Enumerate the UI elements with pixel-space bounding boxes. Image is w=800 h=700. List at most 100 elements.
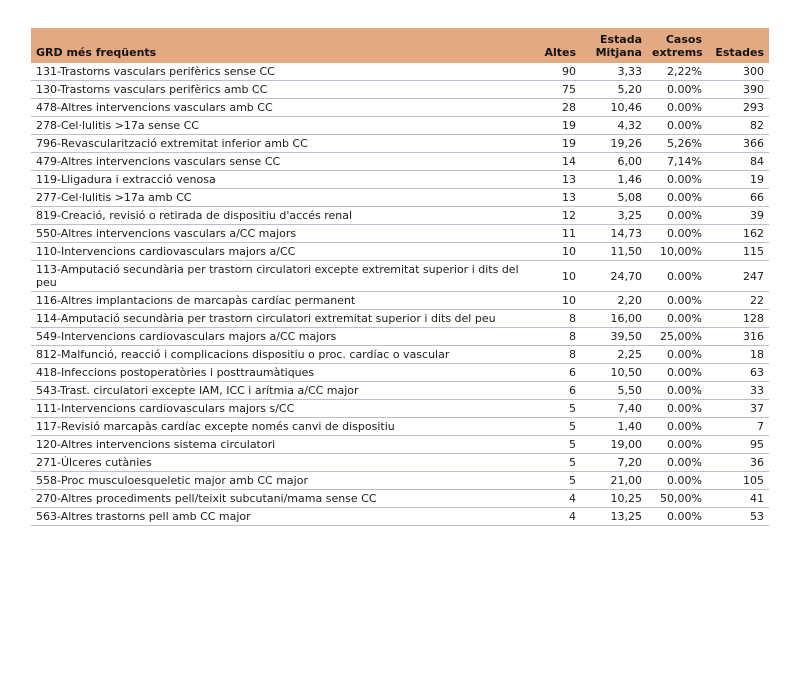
cell-casos-extrems: 0.00% (647, 224, 707, 243)
cell-altes: 19 (535, 134, 581, 153)
cell-estades: 66 (707, 188, 769, 207)
table-row: 110-Intervencions cardiovasculars majors… (31, 242, 769, 261)
grd-frequents-table: GRD més freqüents Altes Estada Mitjana C… (31, 28, 769, 526)
cell-casos-extrems: 0.00% (647, 417, 707, 436)
cell-grd: 478-Altres intervencions vasculars amb C… (31, 98, 535, 117)
cell-estades: 115 (707, 242, 769, 261)
cell-estades: 293 (707, 98, 769, 117)
col-header-grd: GRD més freqüents (31, 28, 535, 63)
cell-grd: 819-Creació, revisió o retirada de dispo… (31, 206, 535, 225)
cell-estada-mitjana: 14,73 (581, 224, 647, 243)
cell-estades: 300 (707, 63, 769, 81)
cell-grd: 120-Altres intervencions sistema circula… (31, 435, 535, 454)
cell-casos-extrems: 0.00% (647, 291, 707, 310)
cell-altes: 8 (535, 327, 581, 346)
cell-altes: 11 (535, 224, 581, 243)
table-row: 120-Altres intervencions sistema circula… (31, 435, 769, 454)
cell-estades: 22 (707, 291, 769, 310)
cell-estades: 390 (707, 80, 769, 99)
cell-estades: 247 (707, 260, 769, 292)
table-row: 117-Revisió marcapàs cardíac excepte nom… (31, 417, 769, 436)
cell-estades: 82 (707, 116, 769, 135)
col-header-altes: Altes (535, 28, 581, 63)
cell-altes: 6 (535, 363, 581, 382)
cell-estades: 33 (707, 381, 769, 400)
cell-altes: 10 (535, 291, 581, 310)
cell-estada-mitjana: 13,25 (581, 507, 647, 526)
cell-grd: 549-Intervencions cardiovasculars majors… (31, 327, 535, 346)
cell-grd: 812-Malfunció, reacció i complicacions d… (31, 345, 535, 364)
cell-altes: 13 (535, 170, 581, 189)
cell-estada-mitjana: 1,40 (581, 417, 647, 436)
cell-altes: 6 (535, 381, 581, 400)
table-row: 550-Altres intervencions vasculars a/CC … (31, 224, 769, 243)
cell-casos-extrems: 0.00% (647, 471, 707, 490)
cell-casos-extrems: 0.00% (647, 116, 707, 135)
cell-grd: 418-Infeccions postoperatòries i posttra… (31, 363, 535, 382)
cell-estades: 63 (707, 363, 769, 382)
cell-grd: 278-Cel·lulitis >17a sense CC (31, 116, 535, 135)
col-header-casos-extrems: Casos extrems (647, 28, 707, 63)
cell-grd: 119-Lligadura i extracció venosa (31, 170, 535, 189)
cell-altes: 28 (535, 98, 581, 117)
cell-estada-mitjana: 10,25 (581, 489, 647, 508)
table-row: 796-Revascularització extremitat inferio… (31, 134, 769, 153)
table-row: 543-Trast. circulatori excepte IAM, ICC … (31, 381, 769, 400)
cell-estades: 162 (707, 224, 769, 243)
cell-casos-extrems: 0.00% (647, 345, 707, 364)
cell-estades: 128 (707, 309, 769, 328)
cell-grd: 116-Altres implantacions de marcapàs car… (31, 291, 535, 310)
cell-estades: 7 (707, 417, 769, 436)
cell-estades: 18 (707, 345, 769, 364)
table-row: 119-Lligadura i extracció venosa 13 1,46… (31, 170, 769, 189)
table-header: GRD més freqüents Altes Estada Mitjana C… (31, 28, 769, 63)
cell-estades: 84 (707, 152, 769, 171)
cell-altes: 5 (535, 453, 581, 472)
cell-grd: 563-Altres trastorns pell amb CC major (31, 507, 535, 526)
cell-casos-extrems: 0.00% (647, 188, 707, 207)
cell-casos-extrems: 0.00% (647, 170, 707, 189)
cell-estada-mitjana: 3,25 (581, 206, 647, 225)
cell-estada-mitjana: 7,40 (581, 399, 647, 418)
cell-estada-mitjana: 5,20 (581, 80, 647, 99)
cell-grd: 111-Intervencions cardiovasculars majors… (31, 399, 535, 418)
table-row: 130-Trastorns vasculars perifèrics amb C… (31, 80, 769, 99)
cell-estada-mitjana: 11,50 (581, 242, 647, 261)
table-row: 812-Malfunció, reacció i complicacions d… (31, 345, 769, 364)
cell-estada-mitjana: 5,50 (581, 381, 647, 400)
cell-estades: 36 (707, 453, 769, 472)
cell-estada-mitjana: 39,50 (581, 327, 647, 346)
cell-casos-extrems: 0.00% (647, 206, 707, 225)
cell-grd: 271-Úlceres cutànies (31, 453, 535, 472)
cell-estades: 39 (707, 206, 769, 225)
table-row: 111-Intervencions cardiovasculars majors… (31, 399, 769, 418)
cell-estada-mitjana: 7,20 (581, 453, 647, 472)
table-row: 113-Amputació secundària per trastorn ci… (31, 260, 769, 292)
cell-estada-mitjana: 6,00 (581, 152, 647, 171)
cell-estada-mitjana: 16,00 (581, 309, 647, 328)
table-row: 277-Cel·lulitis >17a amb CC 13 5,08 0.00… (31, 188, 769, 207)
cell-estades: 316 (707, 327, 769, 346)
cell-altes: 12 (535, 206, 581, 225)
table-row: 819-Creació, revisió o retirada de dispo… (31, 206, 769, 225)
cell-estada-mitjana: 2,25 (581, 345, 647, 364)
cell-estada-mitjana: 3,33 (581, 63, 647, 81)
cell-estada-mitjana: 19,00 (581, 435, 647, 454)
table-row: 418-Infeccions postoperatòries i posttra… (31, 363, 769, 382)
table-row: 131-Trastorns vasculars perifèrics sense… (31, 63, 769, 81)
cell-altes: 8 (535, 309, 581, 328)
cell-casos-extrems: 5,26% (647, 134, 707, 153)
cell-grd: 110-Intervencions cardiovasculars majors… (31, 242, 535, 261)
table-body: 131-Trastorns vasculars perifèrics sense… (31, 63, 769, 526)
cell-estades: 105 (707, 471, 769, 490)
col-header-estada-mitjana: Estada Mitjana (581, 28, 647, 63)
cell-casos-extrems: 0.00% (647, 381, 707, 400)
cell-casos-extrems: 0.00% (647, 309, 707, 328)
table-row: 479-Altres intervencions vasculars sense… (31, 152, 769, 171)
cell-estada-mitjana: 19,26 (581, 134, 647, 153)
cell-grd: 543-Trast. circulatori excepte IAM, ICC … (31, 381, 535, 400)
cell-casos-extrems: 50,00% (647, 489, 707, 508)
table-header-row: GRD més freqüents Altes Estada Mitjana C… (31, 28, 769, 63)
cell-estada-mitjana: 5,08 (581, 188, 647, 207)
cell-casos-extrems: 0.00% (647, 98, 707, 117)
